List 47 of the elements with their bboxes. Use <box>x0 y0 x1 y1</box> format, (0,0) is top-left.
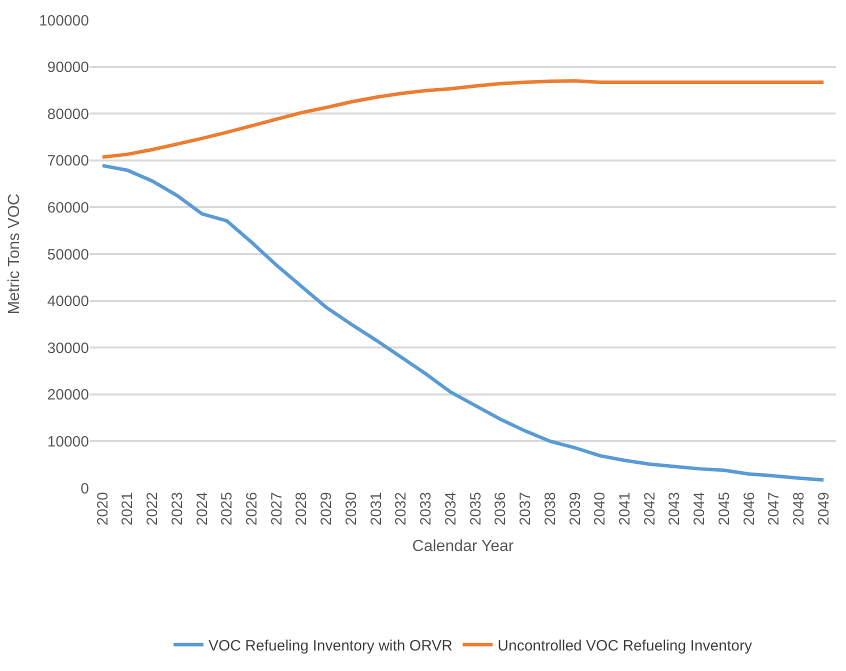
y-tick-label: 10000 <box>47 433 89 450</box>
x-tick-label: 2024 <box>194 492 211 526</box>
x-tick-label: 2021 <box>119 492 136 526</box>
legend-label: VOC Refueling Inventory with ORVR <box>208 638 453 654</box>
x-axis-title: Calendar Year <box>412 538 514 556</box>
x-tick-label: 2020 <box>94 492 112 526</box>
y-axis-title: Metric Tons VOC <box>6 194 23 314</box>
x-tick-label: 2022 <box>144 492 162 526</box>
x-tick-label: 2031 <box>368 492 385 526</box>
x-tick-label: 2038 <box>542 492 559 526</box>
y-tick-label: 80000 <box>47 106 89 123</box>
x-tick-label: 2048 <box>790 492 808 526</box>
x-tick-label: 2033 <box>418 492 435 526</box>
y-tick-label: 90000 <box>47 59 89 76</box>
line-series <box>100 79 826 159</box>
x-tick-label: 2042 <box>641 492 658 526</box>
x-tick-label: 2043 <box>666 492 684 526</box>
line-series <box>100 164 826 482</box>
x-tick-label: 2047 <box>766 492 783 526</box>
x-tick-label: 2037 <box>517 492 534 526</box>
x-tick-label: 2026 <box>244 492 261 526</box>
x-tick-label: 2030 <box>342 492 360 526</box>
y-tick-label: 20000 <box>47 386 89 404</box>
x-tick-label: 2049 <box>815 492 832 526</box>
x-tick-label: 2035 <box>467 492 484 526</box>
x-tick-label: 2045 <box>716 492 733 526</box>
x-tick-label: 2029 <box>318 492 336 526</box>
y-tick-label: 50000 <box>47 246 89 264</box>
legend-label: Uncontrolled VOC Refueling Inventory <box>498 638 752 654</box>
x-tick-label: 2023 <box>168 492 186 526</box>
x-tick-label: 2044 <box>691 492 708 526</box>
x-tick-label: 2036 <box>492 492 510 526</box>
x-tick-label: 2041 <box>616 492 634 526</box>
y-tick-label: 0 <box>80 480 89 498</box>
x-tick-label: 2034 <box>442 492 460 526</box>
y-tick-label: 100000 <box>38 12 89 30</box>
y-tick-label: 40000 <box>47 293 89 310</box>
x-tick-label: 2025 <box>218 492 236 526</box>
y-tick-label: 30000 <box>47 340 89 357</box>
y-tick-label: 70000 <box>47 152 89 170</box>
x-tick-label: 2032 <box>392 492 410 526</box>
x-tick-label: 2046 <box>740 492 758 526</box>
y-tick-label: 60000 <box>47 199 89 216</box>
x-tick-label: 2028 <box>293 492 310 526</box>
x-tick-label: 2040 <box>592 492 609 526</box>
x-tick-label: 2027 <box>268 492 286 526</box>
x-tick-label: 2039 <box>566 492 584 526</box>
